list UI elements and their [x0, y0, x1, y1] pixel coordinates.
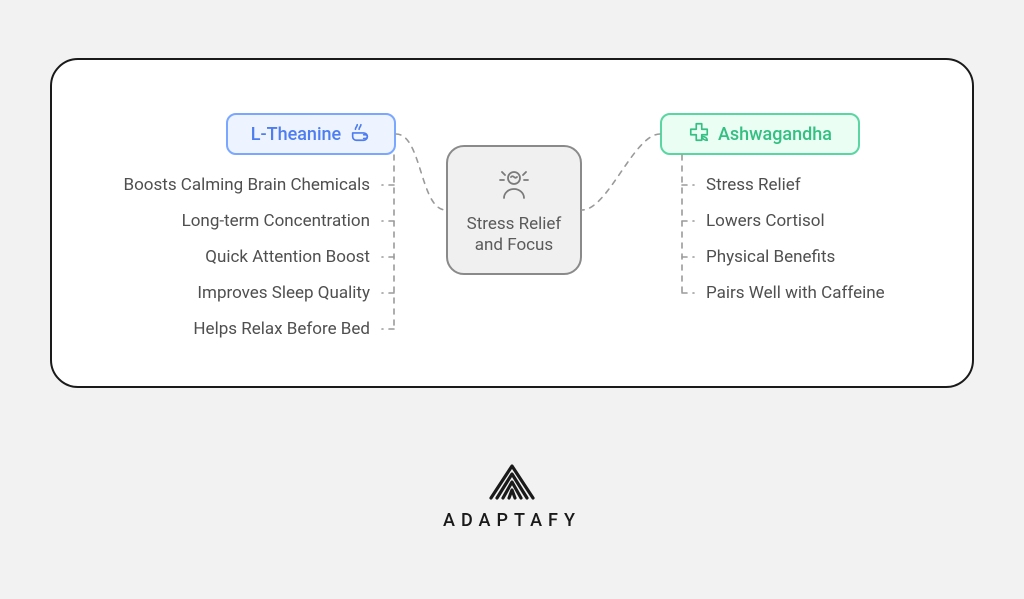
benefit-right: Lowers Cortisol [706, 211, 825, 231]
node-l-theanine-label: L-Theanine [251, 124, 341, 145]
benefit-left: Helps Relax Before Bed [193, 319, 370, 339]
brand-name: ADAPTAFY [443, 510, 581, 531]
brand-logo: ADAPTAFY [0, 460, 1024, 531]
center-label-line1: Stress Relief [467, 214, 562, 234]
benefit-right: Physical Benefits [706, 247, 835, 267]
center-label-line2: and Focus [475, 235, 553, 255]
logo-arch-icon [485, 460, 539, 500]
anxiety-person-icon [494, 164, 534, 208]
benefit-left: Improves Sleep Quality [197, 283, 370, 303]
node-l-theanine: L-Theanine [226, 113, 396, 155]
benefit-left: Long-term Concentration [182, 211, 370, 231]
node-ashwagandha: Ashwagandha [660, 113, 860, 155]
herb-cross-icon [688, 121, 710, 148]
benefit-right: Stress Relief [706, 175, 801, 195]
node-ashwagandha-label: Ashwagandha [718, 124, 832, 145]
center-node-label: Stress Relief and Focus [467, 214, 562, 257]
tea-leaf-icon [349, 121, 371, 148]
benefit-left: Boosts Calming Brain Chemicals [124, 175, 371, 195]
center-node-stress-focus: Stress Relief and Focus [446, 145, 582, 275]
benefit-left: Quick Attention Boost [205, 247, 370, 267]
benefit-right: Pairs Well with Caffeine [706, 283, 885, 303]
